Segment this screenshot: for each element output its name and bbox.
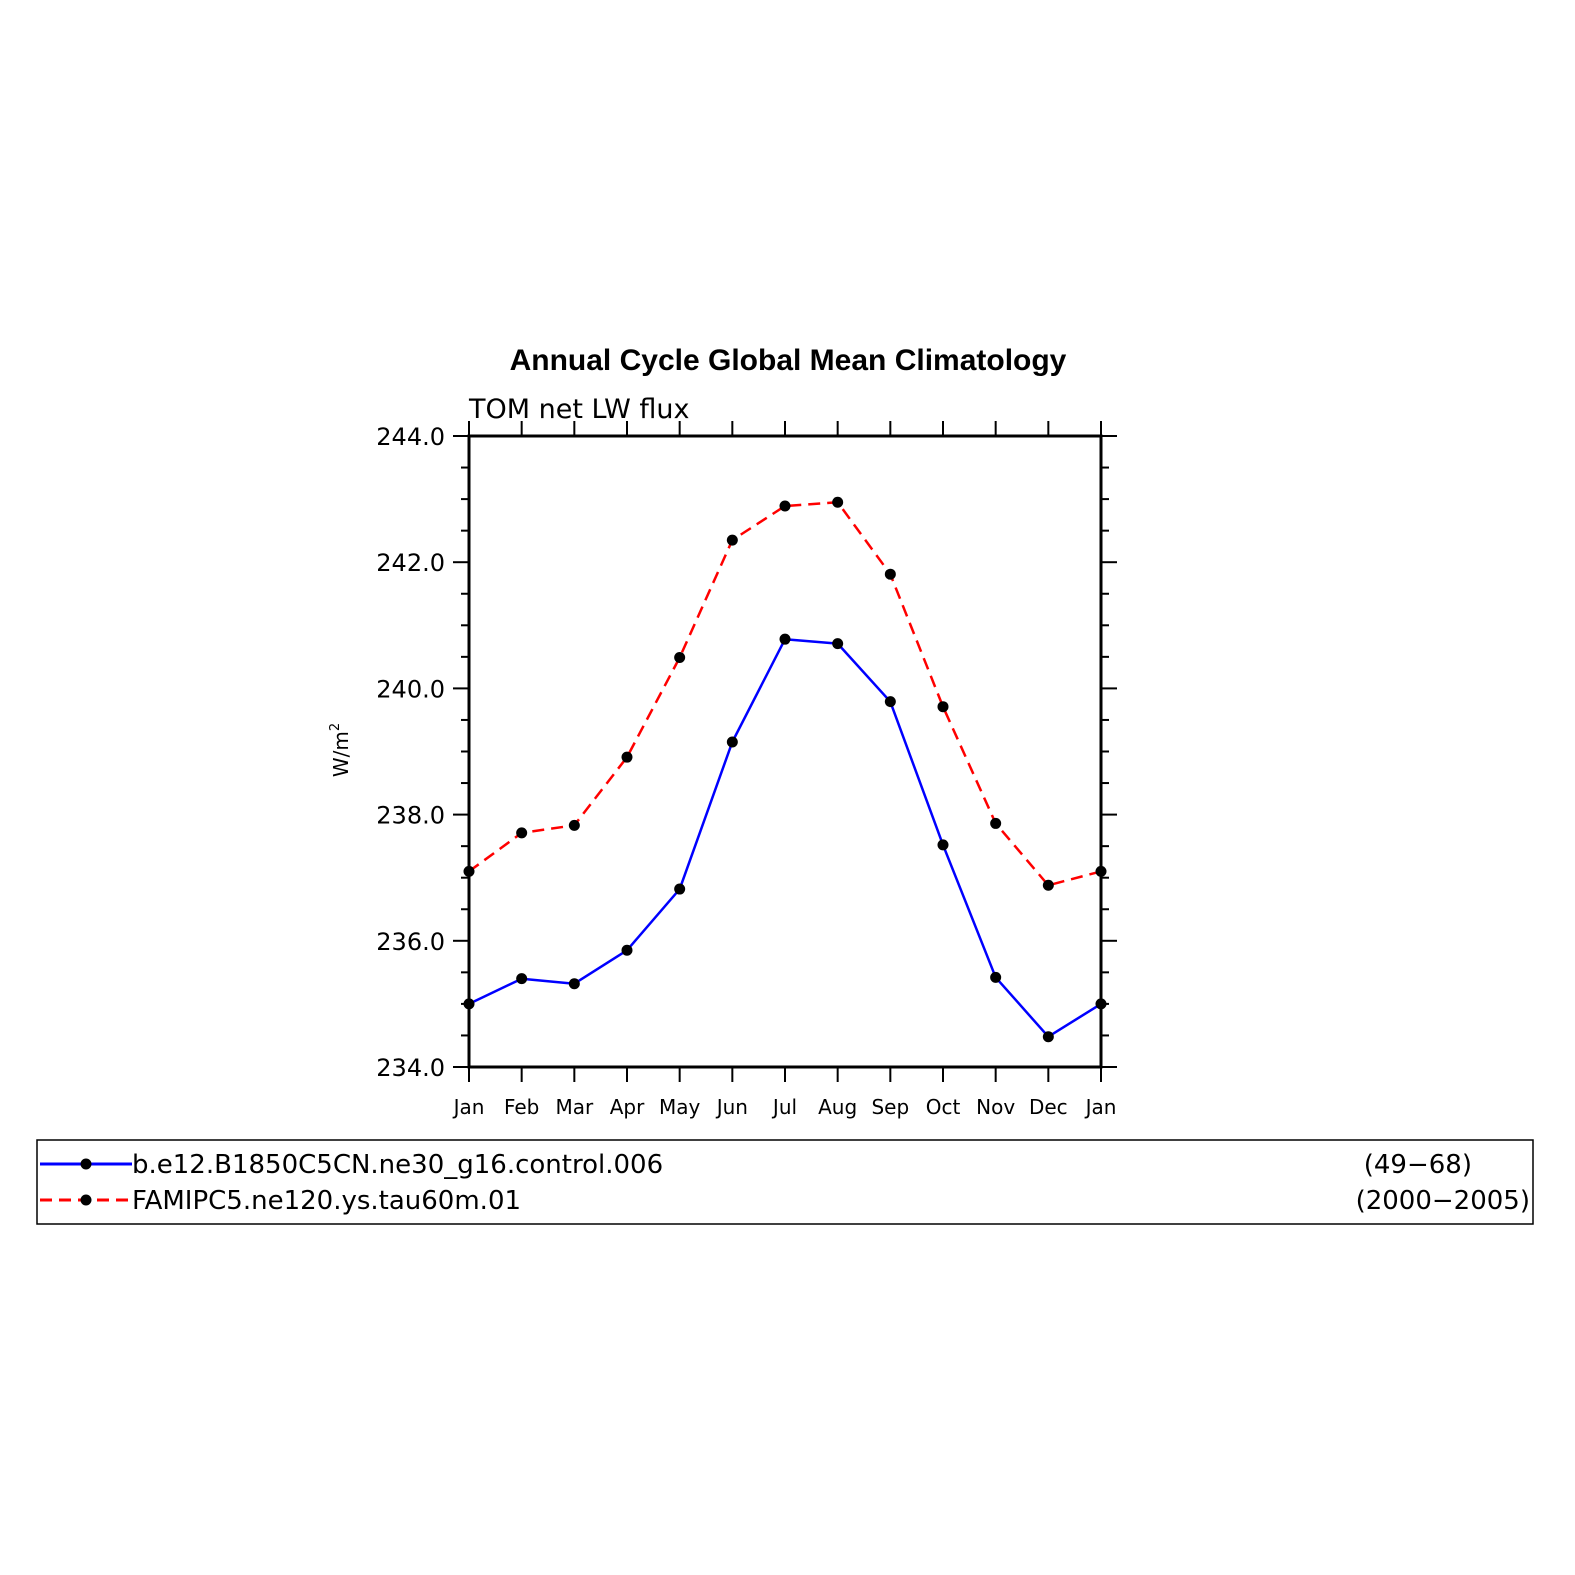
series-2-point [568,819,580,831]
chart-subtitle: TOM net LW flux [468,394,689,425]
legend-period-series-1: (49−68) [1364,1150,1472,1180]
chart-title: Annual Cycle Global Mean Climatology [510,344,1067,377]
series-1-point [990,971,1002,983]
series-1-point [726,736,738,748]
x-tick-label: Jul [771,1095,797,1119]
series-layer [463,496,1107,1043]
series-2-point [516,827,528,839]
series-2-point [621,751,633,763]
series-line-2 [468,501,1102,887]
series-2-point [779,500,791,512]
legend-box [36,1139,1534,1225]
series-2-point [937,701,949,713]
x-tick-label: Aug [818,1095,857,1119]
y-tick-label: 240.0 [376,675,445,703]
y-tick-label: 242.0 [376,549,445,577]
x-tick-label: Apr [610,1095,645,1119]
series-1-point [937,839,949,851]
legend: b.e12.B1850C5CN.ne30_g16.control.006 (49… [36,1139,1534,1225]
y-tick-label: 234.0 [376,1054,445,1082]
x-tick-label: May [659,1095,701,1119]
x-tick-label: Sep [871,1095,909,1119]
legend-marker-series-1 [80,1158,92,1170]
series-line-1 [468,637,1102,1038]
y-axis-label-superscript: 2 [328,723,343,731]
series-1-point [1042,1031,1054,1043]
y-tick-label: 238.0 [376,802,445,830]
legend-label-series-2: FAMIPC5.ne120.ys.tau60m.01 [132,1186,521,1216]
x-tick-label: Jan [452,1095,485,1119]
series-1-point [621,944,633,956]
y-tick-label: 236.0 [376,928,445,956]
svg-text:W/m2: W/m2 [328,723,353,777]
series-1-point [832,638,844,650]
legend-marker-series-2 [80,1194,92,1206]
x-tick-label: Jan [1084,1095,1117,1119]
series-2-point [884,568,896,580]
x-tick-label: Nov [976,1095,1015,1119]
legend-period-series-2: (2000−2005) [1356,1186,1530,1216]
series-2-point [726,534,738,546]
series-1-point [568,978,580,990]
y-axis-label-text: W/m [329,731,353,777]
series-2-point [1042,879,1054,891]
x-tick-label: Jun [715,1095,748,1119]
series-1-point [516,973,528,985]
plot-frame [467,434,1103,1069]
x-tick-label: Dec [1029,1095,1068,1119]
legend-label-series-1: b.e12.B1850C5CN.ne30_g16.control.006 [132,1150,663,1180]
series-1-point [674,883,686,895]
y-tick-label: 244.0 [376,423,445,451]
tick-labels: 234.0 236.0 238.0 240.0 242.0 244.0 Jan Feb Mar A… [376,423,1116,1119]
x-tick-label: Mar [555,1095,594,1119]
series-1-point [884,696,896,708]
x-tick-label: Feb [504,1095,539,1119]
series-2-point [832,496,844,508]
y-axis-label: W/m2 [328,723,353,777]
x-tick-label: Oct [926,1095,961,1119]
series-2-point [674,651,686,663]
series-2-point [990,817,1002,829]
series-1-point [779,633,791,645]
